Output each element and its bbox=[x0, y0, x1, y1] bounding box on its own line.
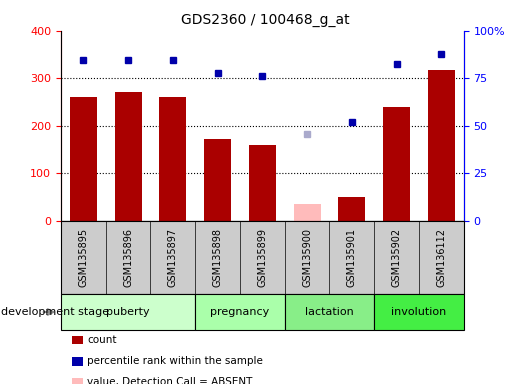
Bar bbox=[383, 107, 410, 221]
Bar bbox=[70, 97, 97, 221]
Text: development stage: development stage bbox=[1, 307, 109, 317]
Text: involution: involution bbox=[391, 307, 447, 317]
Bar bbox=[204, 139, 231, 221]
Text: GSM135902: GSM135902 bbox=[392, 228, 402, 287]
Bar bbox=[339, 197, 365, 221]
Text: GSM136112: GSM136112 bbox=[436, 228, 446, 287]
Text: puberty: puberty bbox=[107, 307, 150, 317]
Text: GSM135899: GSM135899 bbox=[258, 228, 267, 287]
Text: GSM135895: GSM135895 bbox=[78, 228, 89, 287]
Bar bbox=[294, 204, 321, 221]
Bar bbox=[428, 70, 455, 221]
Text: GSM135897: GSM135897 bbox=[168, 228, 178, 287]
Bar bbox=[114, 93, 142, 221]
Text: lactation: lactation bbox=[305, 307, 354, 317]
Text: pregnancy: pregnancy bbox=[210, 307, 270, 317]
Bar bbox=[249, 145, 276, 221]
Text: GSM135901: GSM135901 bbox=[347, 228, 357, 287]
Text: percentile rank within the sample: percentile rank within the sample bbox=[87, 356, 263, 366]
Bar bbox=[160, 97, 186, 221]
Text: value, Detection Call = ABSENT: value, Detection Call = ABSENT bbox=[87, 377, 253, 384]
Text: GSM135898: GSM135898 bbox=[213, 228, 223, 287]
Text: count: count bbox=[87, 335, 117, 345]
Text: GSM135900: GSM135900 bbox=[302, 228, 312, 287]
Text: GSM135896: GSM135896 bbox=[123, 228, 133, 287]
Text: GDS2360 / 100468_g_at: GDS2360 / 100468_g_at bbox=[181, 13, 349, 27]
